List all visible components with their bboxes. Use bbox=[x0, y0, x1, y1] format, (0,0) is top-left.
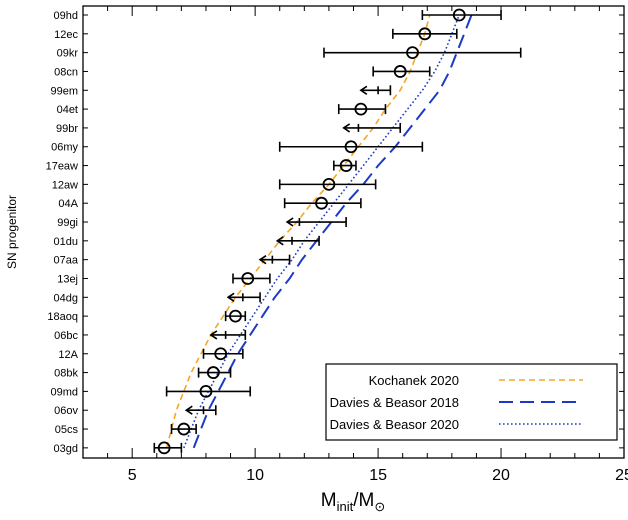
x-axis-label: Minit/M⊙ bbox=[321, 490, 385, 514]
data-marker bbox=[199, 384, 213, 398]
y-tick-label: 01du bbox=[54, 236, 78, 248]
point-01du bbox=[275, 235, 320, 246]
limit-arrow bbox=[285, 217, 294, 227]
y-tick-label: 13ej bbox=[57, 273, 78, 285]
point-04et bbox=[337, 102, 387, 116]
y-tick-label: 09kr bbox=[57, 48, 79, 60]
data-marker bbox=[229, 309, 242, 323]
y-tick-label: 12aw bbox=[52, 179, 78, 191]
y-tick-label: 06my bbox=[51, 142, 78, 154]
data-marker bbox=[393, 65, 407, 78]
data-marker bbox=[241, 272, 255, 285]
data-marker bbox=[418, 27, 432, 41]
point-09hd bbox=[421, 8, 502, 22]
y-tick-label: 12A bbox=[58, 349, 78, 361]
point-12aw bbox=[278, 177, 377, 191]
point-17eaw bbox=[333, 159, 357, 172]
x-tick-label: 10 bbox=[246, 467, 264, 484]
limit-arrow bbox=[226, 292, 235, 302]
limit-arrow bbox=[275, 236, 284, 246]
data-marker bbox=[177, 422, 191, 436]
point-03gd bbox=[153, 441, 183, 455]
y-tick-label: 99em bbox=[50, 85, 78, 97]
y-tick-label: 99gi bbox=[57, 217, 78, 229]
limit-arrow bbox=[342, 123, 351, 133]
y-tick-label: 04A bbox=[58, 198, 78, 210]
point-08bk bbox=[197, 366, 232, 379]
limit-arrow bbox=[184, 405, 193, 415]
data-marker bbox=[452, 8, 466, 22]
data-marker bbox=[339, 159, 353, 172]
data-marker bbox=[344, 140, 358, 154]
point-08cn bbox=[372, 65, 431, 78]
point-12ec bbox=[392, 27, 458, 41]
curve-kochanek-2020 bbox=[165, 14, 431, 449]
y-tick-label: 08cn bbox=[54, 66, 78, 78]
y-tick-label: 04dg bbox=[54, 292, 78, 304]
y-tick-label: 05cs bbox=[55, 424, 79, 436]
data-marker bbox=[354, 102, 368, 116]
point-99br bbox=[342, 122, 402, 133]
y-tick-label: 17eaw bbox=[46, 161, 78, 173]
point-06ov bbox=[184, 405, 217, 416]
data-marker bbox=[315, 196, 328, 210]
point-06my bbox=[278, 140, 424, 154]
point-99gi bbox=[285, 217, 347, 228]
y-tick-label: 07aa bbox=[54, 255, 79, 267]
limit-arrow bbox=[359, 85, 368, 95]
x-tick-labels: 5 10 15 20 25 bbox=[128, 467, 628, 484]
data-marker bbox=[322, 177, 336, 191]
y-tick-label: 06ov bbox=[54, 405, 78, 417]
legend-label: Kochanek 2020 bbox=[369, 373, 459, 388]
point-18aoq bbox=[224, 309, 247, 323]
y-tick-label: 09hd bbox=[54, 10, 78, 22]
data-points bbox=[153, 8, 522, 455]
legend-label: Davies & Beasor 2020 bbox=[330, 417, 459, 432]
point-07aa bbox=[258, 254, 291, 265]
y-tick-label: 04et bbox=[57, 104, 78, 116]
x-tick-label: 20 bbox=[492, 467, 510, 484]
limit-arrow bbox=[209, 330, 218, 340]
y-tick-label: 08bk bbox=[54, 368, 78, 380]
data-marker bbox=[157, 441, 171, 455]
point-04A bbox=[283, 196, 362, 210]
point-09kr bbox=[323, 46, 522, 60]
point-06bc bbox=[209, 329, 247, 340]
data-marker bbox=[206, 366, 220, 379]
axis-ticks bbox=[82, 6, 625, 458]
y-tick-label: 06bc bbox=[54, 330, 78, 342]
legend: Kochanek 2020 Davies & Beasor 2018 Davies … bbox=[325, 363, 618, 441]
point-04dg bbox=[226, 292, 261, 303]
y-tick-labels: 09hd 12ec 09kr 08cn 99em 04et 99br 06my 17eaw 12a… bbox=[46, 10, 79, 455]
data-marker bbox=[214, 347, 228, 361]
y-tick-label: 99br bbox=[56, 123, 78, 135]
y-tick-label: 18aoq bbox=[47, 311, 78, 323]
x-tick-label: 15 bbox=[369, 467, 387, 484]
curve-davies-beasor-2020 bbox=[183, 14, 460, 449]
curve-davies-beasor-2018 bbox=[192, 14, 473, 449]
point-09md bbox=[165, 384, 252, 398]
y-tick-label: 12ec bbox=[54, 29, 78, 41]
legend-items: Kochanek 2020 Davies & Beasor 2018 Davies … bbox=[330, 373, 583, 432]
point-12A bbox=[202, 347, 244, 361]
y-axis-label: SN progenitor bbox=[5, 195, 19, 269]
limit-arrow bbox=[258, 254, 267, 265]
point-99em bbox=[359, 85, 392, 96]
x-tick-label: 25 bbox=[615, 467, 628, 484]
legend-label: Davies & Beasor 2018 bbox=[330, 395, 459, 410]
x-tick-label: 5 bbox=[128, 467, 137, 484]
y-tick-label: 09md bbox=[50, 386, 78, 398]
point-13ej bbox=[232, 272, 271, 285]
y-tick-label: 03gd bbox=[54, 443, 78, 455]
model-curves bbox=[165, 14, 473, 449]
point-05cs bbox=[170, 422, 197, 436]
data-marker bbox=[406, 46, 419, 60]
